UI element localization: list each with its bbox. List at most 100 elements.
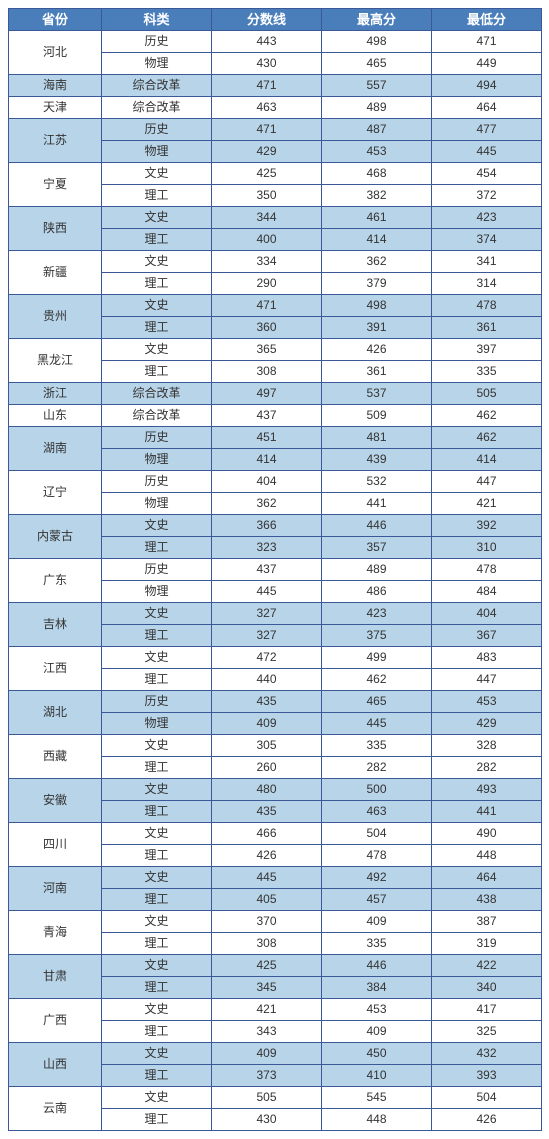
table-row: 新疆文史334362341 <box>9 251 542 273</box>
scoreline-cell: 445 <box>212 867 322 889</box>
table-row: 湖北历史435465453 <box>9 691 542 713</box>
min-cell: 464 <box>432 867 542 889</box>
col-header-subject: 科类 <box>102 9 212 31</box>
scoreline-cell: 362 <box>212 493 322 515</box>
subject-cell: 综合改革 <box>102 405 212 427</box>
province-cell: 广西 <box>9 999 102 1043</box>
subject-cell: 理工 <box>102 977 212 999</box>
province-cell: 陕西 <box>9 207 102 251</box>
min-cell: 464 <box>432 97 542 119</box>
max-cell: 481 <box>322 427 432 449</box>
scoreline-cell: 472 <box>212 647 322 669</box>
table-row: 吉林文史327423404 <box>9 603 542 625</box>
min-cell: 462 <box>432 427 542 449</box>
min-cell: 340 <box>432 977 542 999</box>
subject-cell: 文史 <box>102 251 212 273</box>
table-row: 山西文史409450432 <box>9 1043 542 1065</box>
min-cell: 422 <box>432 955 542 977</box>
max-cell: 423 <box>322 603 432 625</box>
province-cell: 山东 <box>9 405 102 427</box>
min-cell: 447 <box>432 471 542 493</box>
min-cell: 341 <box>432 251 542 273</box>
table-row: 广东历史437489478 <box>9 559 542 581</box>
max-cell: 537 <box>322 383 432 405</box>
min-cell: 374 <box>432 229 542 251</box>
table-row: 湖南历史451481462 <box>9 427 542 449</box>
scoreline-cell: 345 <box>212 977 322 999</box>
table-row: 辽宁历史404532447 <box>9 471 542 493</box>
max-cell: 500 <box>322 779 432 801</box>
subject-cell: 理工 <box>102 1109 212 1131</box>
subject-cell: 文史 <box>102 603 212 625</box>
admission-scores-table: 省份 科类 分数线 最高分 最低分 河北历史443498471物理4304654… <box>8 8 542 1131</box>
min-cell: 432 <box>432 1043 542 1065</box>
col-header-min: 最低分 <box>432 9 542 31</box>
min-cell: 484 <box>432 581 542 603</box>
max-cell: 499 <box>322 647 432 669</box>
min-cell: 397 <box>432 339 542 361</box>
scoreline-cell: 334 <box>212 251 322 273</box>
max-cell: 498 <box>322 31 432 53</box>
province-cell: 江西 <box>9 647 102 691</box>
scoreline-cell: 437 <box>212 405 322 427</box>
max-cell: 557 <box>322 75 432 97</box>
max-cell: 382 <box>322 185 432 207</box>
scoreline-cell: 305 <box>212 735 322 757</box>
scoreline-cell: 430 <box>212 53 322 75</box>
scoreline-cell: 480 <box>212 779 322 801</box>
min-cell: 325 <box>432 1021 542 1043</box>
max-cell: 453 <box>322 141 432 163</box>
max-cell: 361 <box>322 361 432 383</box>
subject-cell: 文史 <box>102 779 212 801</box>
subject-cell: 文史 <box>102 1043 212 1065</box>
province-cell: 新疆 <box>9 251 102 295</box>
max-cell: 463 <box>322 801 432 823</box>
province-cell: 天津 <box>9 97 102 119</box>
province-cell: 江苏 <box>9 119 102 163</box>
subject-cell: 文史 <box>102 295 212 317</box>
subject-cell: 文史 <box>102 339 212 361</box>
subject-cell: 文史 <box>102 955 212 977</box>
max-cell: 335 <box>322 735 432 757</box>
scoreline-cell: 260 <box>212 757 322 779</box>
scoreline-cell: 414 <box>212 449 322 471</box>
scoreline-cell: 350 <box>212 185 322 207</box>
table-header-row: 省份 科类 分数线 最高分 最低分 <box>9 9 542 31</box>
subject-cell: 理工 <box>102 669 212 691</box>
scoreline-cell: 344 <box>212 207 322 229</box>
table-row: 内蒙古文史366446392 <box>9 515 542 537</box>
max-cell: 379 <box>322 273 432 295</box>
subject-cell: 理工 <box>102 1021 212 1043</box>
min-cell: 328 <box>432 735 542 757</box>
max-cell: 450 <box>322 1043 432 1065</box>
max-cell: 492 <box>322 867 432 889</box>
max-cell: 509 <box>322 405 432 427</box>
table-row: 海南综合改革471557494 <box>9 75 542 97</box>
table-row: 浙江综合改革497537505 <box>9 383 542 405</box>
table-row: 陕西文史344461423 <box>9 207 542 229</box>
subject-cell: 理工 <box>102 185 212 207</box>
min-cell: 471 <box>432 31 542 53</box>
subject-cell: 历史 <box>102 119 212 141</box>
scoreline-cell: 327 <box>212 603 322 625</box>
max-cell: 409 <box>322 1021 432 1043</box>
table-row: 甘肃文史425446422 <box>9 955 542 977</box>
min-cell: 494 <box>432 75 542 97</box>
max-cell: 282 <box>322 757 432 779</box>
subject-cell: 理工 <box>102 801 212 823</box>
subject-cell: 文史 <box>102 1087 212 1109</box>
province-cell: 湖南 <box>9 427 102 471</box>
scoreline-cell: 323 <box>212 537 322 559</box>
province-cell: 辽宁 <box>9 471 102 515</box>
table-row: 四川文史466504490 <box>9 823 542 845</box>
table-row: 青海文史370409387 <box>9 911 542 933</box>
subject-cell: 物理 <box>102 493 212 515</box>
subject-cell: 综合改革 <box>102 97 212 119</box>
max-cell: 410 <box>322 1065 432 1087</box>
scoreline-cell: 451 <box>212 427 322 449</box>
min-cell: 423 <box>432 207 542 229</box>
min-cell: 478 <box>432 559 542 581</box>
max-cell: 486 <box>322 581 432 603</box>
min-cell: 454 <box>432 163 542 185</box>
province-cell: 四川 <box>9 823 102 867</box>
